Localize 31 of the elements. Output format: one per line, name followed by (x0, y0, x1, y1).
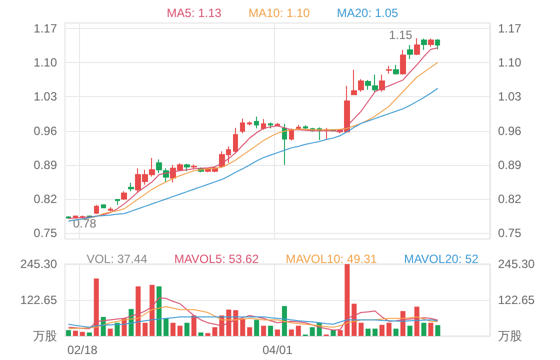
text: MA5: 1.13 (166, 6, 222, 20)
y2-tick-label: 万股 (498, 329, 522, 343)
y-tick-label: 245.30 (20, 257, 58, 271)
y-tick-label: 122.65 (20, 293, 58, 307)
series-label: VOL: 37.44 (86, 252, 148, 266)
text: MA20: 1.05 (336, 6, 399, 20)
y2-tick-label: 245.30 (498, 257, 536, 271)
x-tick-label: 04/01 (262, 343, 293, 357)
y2-tick-label: 0.96 (498, 124, 522, 138)
text: MA10: 1.10 (248, 6, 310, 20)
y2-tick-label: 122.65 (498, 293, 536, 307)
x-tick-label: 02/18 (67, 343, 98, 357)
y2-tick-label: 0.82 (498, 192, 522, 206)
y-tick-label: 0.96 (34, 124, 58, 138)
y2-tick-label: 0.75 (498, 226, 522, 240)
y2-tick-label: 1.17 (498, 21, 522, 36)
y-tick-label: 1.03 (34, 90, 58, 104)
text: MAVOL10: 49.31 (286, 252, 378, 266)
annotation: 0.78 (72, 216, 97, 231)
annotation: 1.15 (388, 28, 413, 42)
y-tick-label: 0.75 (34, 226, 58, 240)
text: MAVOL20: 52 (404, 252, 479, 266)
y2-tick-label: 1.03 (498, 90, 522, 104)
y-tick-label: 0.82 (34, 192, 58, 206)
y-tick-label: 万股 (33, 329, 57, 343)
text: MAVOL5: 53.62 (174, 252, 260, 266)
y-tick-label: 1.10 (34, 55, 58, 70)
y2-tick-label: 1.10 (498, 55, 522, 70)
y-tick-label: 1.17 (34, 21, 58, 36)
y2-tick-label: 0.89 (498, 158, 522, 172)
y-tick-label: 0.89 (34, 158, 58, 172)
